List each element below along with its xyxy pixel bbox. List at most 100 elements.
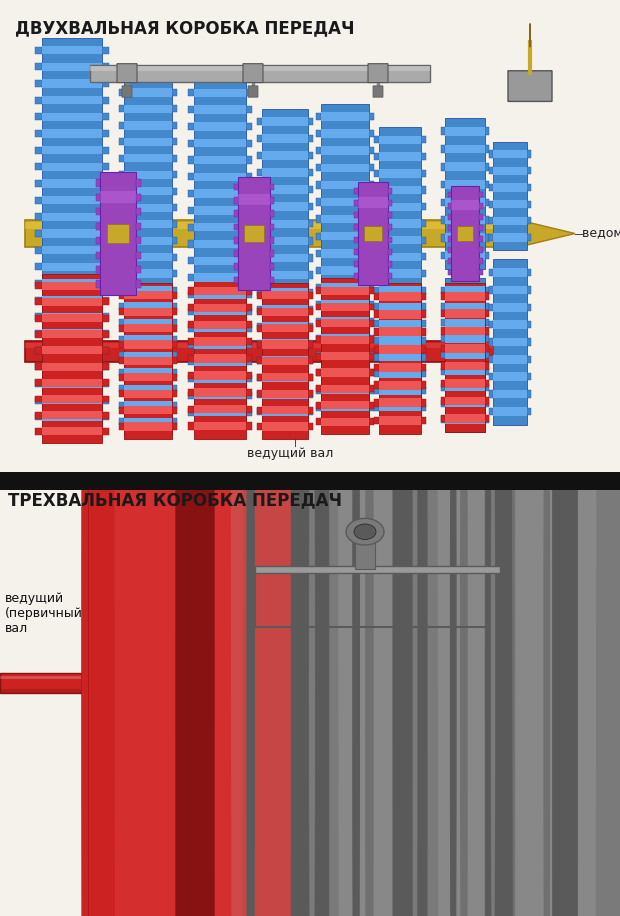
Bar bbox=[246, 257, 252, 265]
Bar bbox=[487, 788, 499, 790]
Ellipse shape bbox=[433, 0, 595, 916]
Bar bbox=[257, 357, 262, 365]
Bar bbox=[42, 80, 102, 88]
Bar bbox=[124, 368, 172, 376]
Bar bbox=[316, 403, 321, 410]
Bar bbox=[108, 823, 114, 825]
Bar bbox=[262, 169, 308, 177]
Bar bbox=[308, 255, 313, 262]
Bar bbox=[493, 200, 527, 208]
Bar bbox=[95, 223, 100, 230]
Bar bbox=[379, 127, 421, 420]
Ellipse shape bbox=[582, 194, 588, 916]
Bar bbox=[172, 138, 177, 146]
Bar bbox=[379, 416, 421, 425]
Bar bbox=[102, 379, 108, 387]
Bar bbox=[42, 129, 102, 137]
Bar bbox=[421, 203, 425, 211]
Bar bbox=[374, 220, 379, 227]
Bar bbox=[311, 802, 323, 805]
Bar bbox=[234, 197, 238, 203]
Bar bbox=[379, 269, 421, 278]
Bar bbox=[321, 352, 369, 360]
Bar bbox=[321, 334, 369, 343]
Bar bbox=[379, 136, 421, 144]
Bar bbox=[369, 267, 374, 274]
Bar bbox=[108, 813, 114, 816]
Bar bbox=[321, 300, 369, 309]
Bar bbox=[493, 150, 527, 158]
Bar bbox=[35, 147, 42, 154]
Bar bbox=[102, 230, 108, 237]
Bar bbox=[489, 168, 493, 174]
Bar bbox=[124, 220, 172, 228]
Bar bbox=[445, 287, 485, 294]
Bar bbox=[225, 787, 231, 790]
Bar bbox=[172, 188, 177, 195]
Ellipse shape bbox=[229, 0, 358, 916]
Bar bbox=[441, 146, 445, 153]
Bar bbox=[118, 138, 124, 146]
Bar bbox=[102, 315, 108, 322]
Bar bbox=[25, 221, 520, 246]
Bar bbox=[393, 817, 406, 819]
Bar bbox=[35, 380, 42, 387]
Bar bbox=[42, 282, 102, 289]
Bar bbox=[124, 170, 172, 179]
Bar bbox=[479, 191, 482, 198]
Ellipse shape bbox=[460, 0, 468, 916]
Bar bbox=[100, 191, 136, 202]
Bar bbox=[379, 310, 421, 319]
Bar bbox=[445, 118, 485, 269]
Bar bbox=[374, 381, 379, 389]
Bar bbox=[118, 303, 124, 310]
Bar bbox=[246, 372, 252, 379]
Bar bbox=[487, 814, 499, 816]
Bar bbox=[35, 47, 42, 54]
Bar bbox=[262, 308, 308, 316]
Bar bbox=[42, 46, 102, 54]
Bar bbox=[388, 261, 392, 267]
Bar bbox=[194, 122, 246, 131]
Bar bbox=[262, 220, 308, 228]
Ellipse shape bbox=[333, 0, 519, 916]
Bar bbox=[321, 403, 369, 411]
Bar bbox=[270, 237, 274, 244]
Bar bbox=[108, 845, 114, 847]
Bar bbox=[136, 194, 141, 201]
Bar bbox=[118, 155, 124, 162]
Bar bbox=[421, 311, 425, 318]
Bar bbox=[246, 240, 252, 247]
Bar bbox=[358, 197, 388, 208]
Ellipse shape bbox=[354, 524, 376, 540]
Bar bbox=[262, 389, 308, 398]
Bar bbox=[493, 142, 527, 250]
Bar bbox=[246, 207, 252, 214]
Bar bbox=[262, 305, 308, 313]
Bar bbox=[421, 337, 425, 344]
Bar bbox=[369, 284, 374, 291]
Bar bbox=[388, 236, 392, 243]
Bar bbox=[262, 406, 308, 414]
Bar bbox=[485, 146, 489, 153]
Bar bbox=[194, 303, 246, 312]
Bar bbox=[270, 197, 274, 203]
Bar bbox=[267, 800, 278, 802]
Bar bbox=[42, 38, 102, 430]
Bar bbox=[35, 230, 42, 237]
Bar bbox=[42, 96, 102, 104]
Bar bbox=[421, 303, 425, 311]
Bar bbox=[379, 345, 421, 354]
Bar bbox=[118, 309, 124, 315]
Bar bbox=[262, 288, 308, 297]
Bar bbox=[35, 364, 42, 370]
Bar bbox=[204, 827, 217, 829]
Bar bbox=[42, 330, 102, 338]
Bar bbox=[257, 407, 262, 413]
Bar bbox=[411, 827, 422, 829]
Bar bbox=[441, 163, 445, 170]
Bar bbox=[35, 280, 42, 287]
Text: ведущий
(первичный)
вал: ведущий (первичный) вал bbox=[5, 592, 88, 635]
Bar bbox=[493, 268, 527, 277]
Bar bbox=[188, 288, 194, 295]
